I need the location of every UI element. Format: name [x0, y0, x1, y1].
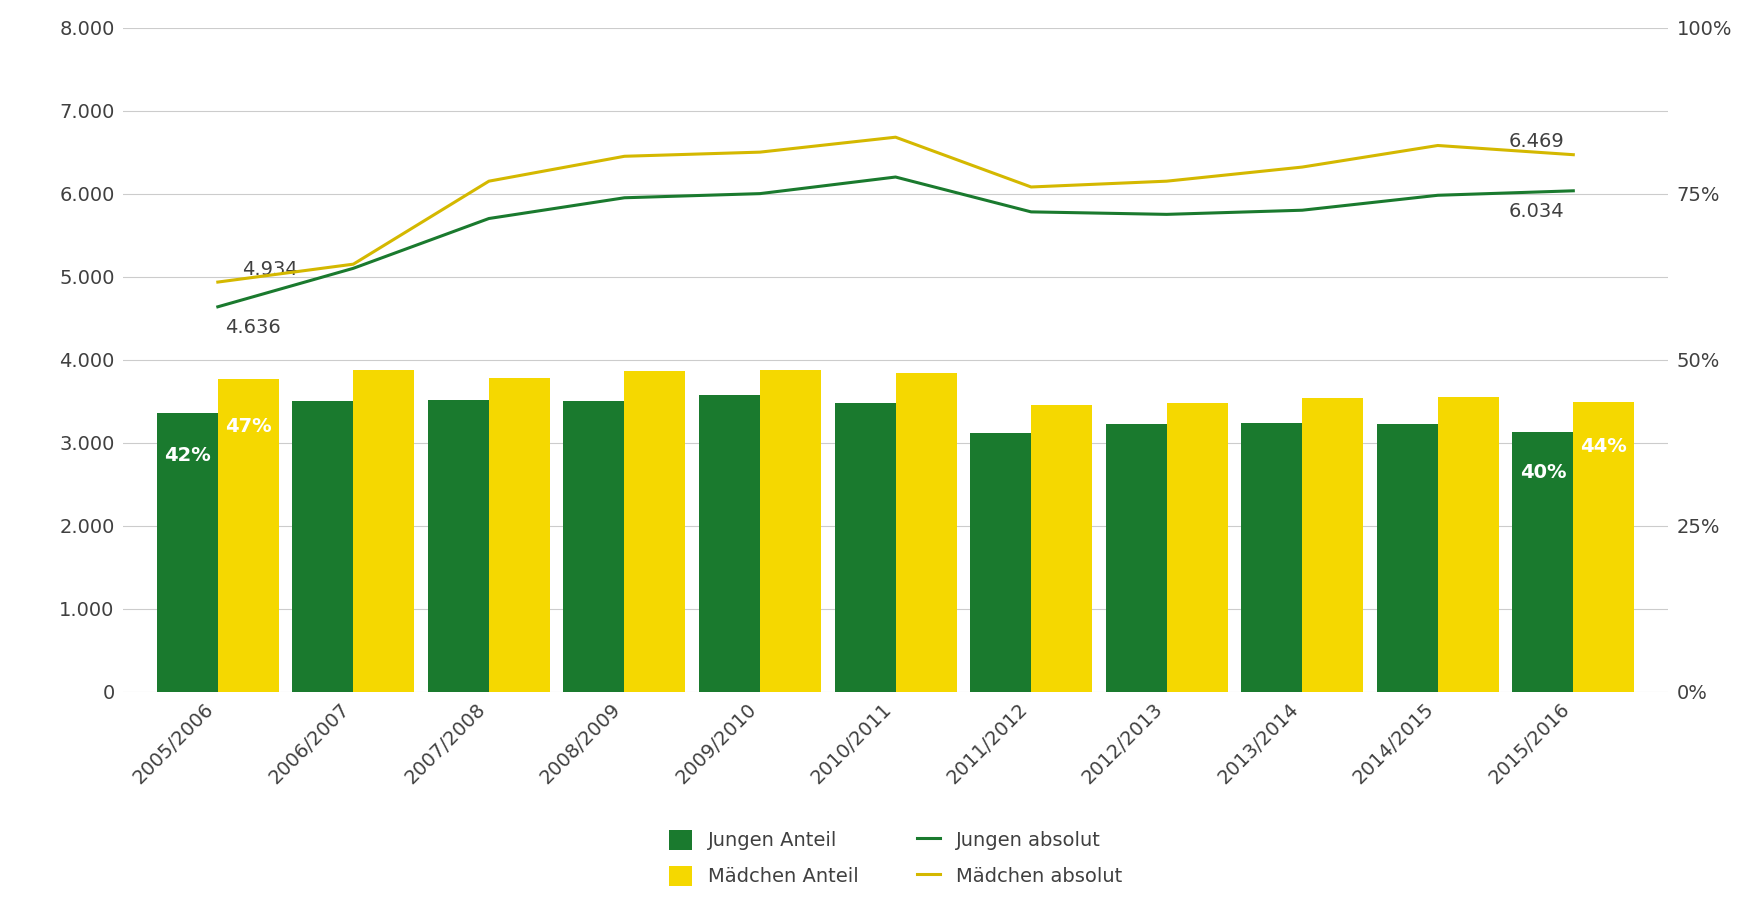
Mädchen absolut: [1562, 149, 1583, 160]
Text: 42%: 42%: [163, 446, 211, 465]
Bar: [1376, 424, 1437, 692]
Text: 44%: 44%: [1580, 437, 1627, 455]
Bar: [625, 372, 684, 692]
Bar: [1165, 403, 1227, 692]
Mädchen absolut: [1427, 140, 1448, 151]
Line: Jungen absolut: Jungen absolut: [218, 177, 1572, 307]
Jungen absolut: [614, 193, 635, 204]
Mädchen absolut: [885, 132, 906, 143]
Text: 6.469: 6.469: [1508, 132, 1564, 151]
Mädchen absolut: [477, 175, 498, 186]
Jungen absolut: [749, 188, 770, 199]
Jungen absolut: [1427, 190, 1448, 201]
Bar: [156, 413, 218, 692]
Bar: [1511, 431, 1572, 692]
Bar: [488, 378, 549, 692]
Bar: [1302, 397, 1362, 692]
Mädchen absolut: [1292, 161, 1313, 172]
Bar: [1241, 422, 1302, 692]
Bar: [353, 371, 414, 692]
Mädchen absolut: [1020, 182, 1041, 193]
Text: 40%: 40%: [1518, 463, 1565, 482]
Bar: [834, 403, 895, 692]
Mädchen absolut: [1155, 175, 1176, 186]
Bar: [698, 396, 760, 692]
Jungen absolut: [477, 213, 498, 224]
Jungen absolut: [1020, 207, 1041, 218]
Jungen absolut: [1155, 209, 1176, 220]
Bar: [563, 401, 625, 692]
Legend: Jungen Anteil, Mädchen Anteil, Jungen absolut, Mädchen absolut: Jungen Anteil, Mädchen Anteil, Jungen ab…: [662, 822, 1128, 894]
Text: 4.636: 4.636: [225, 317, 281, 337]
Bar: [969, 433, 1030, 692]
Text: 47%: 47%: [225, 417, 272, 436]
Jungen absolut: [1292, 205, 1313, 216]
Bar: [428, 400, 488, 692]
Jungen absolut: [1562, 185, 1583, 196]
Jungen absolut: [885, 171, 906, 183]
Bar: [218, 380, 279, 692]
Bar: [760, 371, 821, 692]
Jungen absolut: [342, 263, 363, 274]
Text: 6.034: 6.034: [1508, 202, 1564, 220]
Line: Mädchen absolut: Mädchen absolut: [218, 137, 1572, 282]
Mädchen absolut: [614, 150, 635, 162]
Bar: [291, 401, 353, 692]
Jungen absolut: [207, 301, 228, 313]
Bar: [1106, 424, 1165, 692]
Bar: [1572, 402, 1634, 692]
Bar: [1437, 396, 1499, 692]
Mädchen absolut: [749, 147, 770, 158]
Bar: [895, 372, 956, 692]
Mädchen absolut: [342, 258, 363, 269]
Text: 4.934: 4.934: [242, 260, 298, 278]
Mädchen absolut: [207, 277, 228, 288]
Bar: [1030, 406, 1092, 692]
